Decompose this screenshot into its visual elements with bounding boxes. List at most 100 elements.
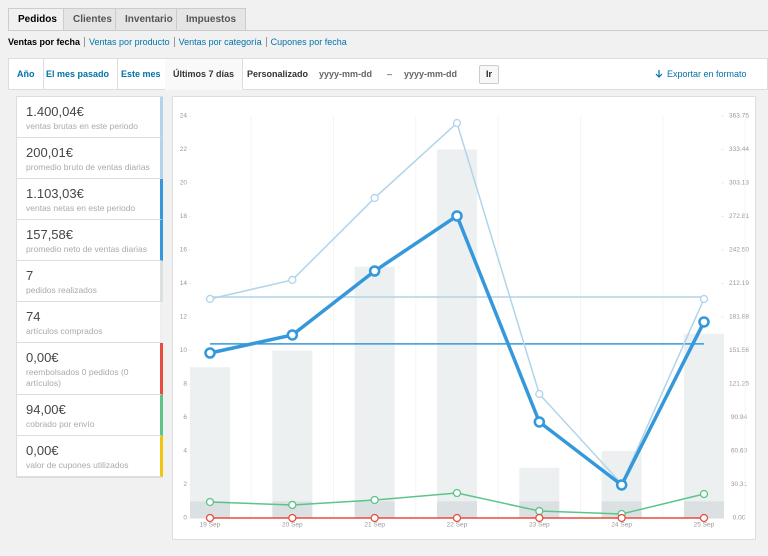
- summary-value: 157,58€: [26, 227, 73, 242]
- point: [452, 513, 462, 523]
- bar: [272, 350, 313, 518]
- point: [288, 513, 297, 523]
- summary-label: artículos comprados: [26, 326, 103, 336]
- y2-tick-label: 363.75: [729, 113, 749, 120]
- point: [533, 416, 546, 428]
- x-tick-label: 25 Sep: [694, 522, 715, 529]
- y2-tick-label: 90.94: [731, 414, 748, 421]
- y-tick-label: 18: [180, 213, 188, 220]
- summary-item: 157,58€ promedio neto de ventas diarias: [17, 220, 163, 261]
- summary-value: 0,00€: [26, 350, 59, 365]
- summary-item: 1.400,04€ ventas brutas en este periodo: [17, 97, 163, 138]
- summary-value: 0,00€: [26, 443, 59, 458]
- y-tick-label: 8: [183, 381, 187, 388]
- range-link[interactable]: Este mes: [113, 59, 170, 89]
- summary-label: ventas brutas en este periodo: [26, 121, 138, 131]
- summary-label: pedidos realizados: [26, 285, 97, 295]
- x-tick-label: 23 Sep: [529, 522, 550, 529]
- x-tick-label: 20 Sep: [282, 522, 303, 529]
- x-tick-label: 21 Sep: [364, 522, 385, 529]
- bar: [272, 501, 313, 518]
- summary-item: 94,00€ cobrado por envío: [17, 395, 163, 436]
- tab[interactable]: Inventario: [115, 8, 183, 31]
- summary-list: 1.400,04€ ventas brutas en este periodo 20…: [16, 96, 163, 478]
- point: [535, 389, 544, 399]
- summary-item: 74 artículos comprados: [17, 302, 163, 343]
- y2-tick-label: 0.00: [733, 515, 746, 522]
- point: [699, 294, 709, 304]
- point: [205, 513, 215, 523]
- point: [699, 513, 709, 523]
- summary-value: 200,01€: [26, 145, 73, 160]
- subnav-link[interactable]: Cupones por fecha: [265, 37, 351, 47]
- y2-tick-label: 212.19: [729, 280, 749, 287]
- go-button[interactable]: Ir: [479, 65, 499, 84]
- bar: [683, 333, 724, 518]
- subnav-link[interactable]: Ventas por categoría: [173, 37, 266, 47]
- date-input[interactable]: yyyy-mm-dd: [404, 69, 458, 79]
- point: [615, 479, 628, 491]
- chart-box: 0 2 4 6 8 10 12 14 16 18 20 22 24 0.00 30.31 60.63 90.94…: [172, 96, 756, 540]
- date-input[interactable]: yyyy-mm-dd: [319, 69, 373, 79]
- point: [617, 513, 626, 523]
- y-tick-label: 10: [180, 347, 188, 354]
- y2-tick-label: 121.25: [729, 381, 749, 388]
- point: [370, 495, 379, 505]
- point: [204, 347, 216, 359]
- tab[interactable]: Impuestos: [176, 8, 247, 31]
- bar: [436, 501, 477, 518]
- subnav: Ventas por fecha Ventas por producto Ven…: [8, 37, 351, 47]
- summary-value: 1.400,04€: [26, 104, 84, 119]
- tab[interactable]: Pedidos: [8, 8, 67, 31]
- point: [370, 513, 379, 523]
- point: [286, 329, 299, 341]
- bar: [436, 149, 477, 518]
- y-tick-label: 16: [180, 247, 188, 254]
- subnav-link[interactable]: Ventas por fecha: [8, 37, 81, 47]
- subnav-link[interactable]: Ventas por producto: [84, 37, 174, 47]
- summary-label: promedio neto de ventas diarias: [26, 244, 147, 254]
- summary-label: promedio bruto de ventas diarias: [26, 162, 150, 172]
- range-link[interactable]: Últimos 7 días: [165, 59, 244, 90]
- summary-label: ventas netas en este periodo: [26, 203, 136, 213]
- y-tick-label: 20: [180, 180, 188, 187]
- range-link[interactable]: El mes pasado: [38, 59, 119, 89]
- point: [205, 497, 215, 507]
- point: [535, 513, 544, 523]
- y2-tick-label: 151.56: [729, 347, 749, 354]
- tab-line: [8, 30, 768, 31]
- y2-tick-label: 272.81: [729, 213, 749, 220]
- y2-tick-label: 333.44: [729, 146, 749, 153]
- point: [205, 294, 215, 304]
- point: [451, 210, 463, 222]
- y2-tick-label: 303.13: [729, 180, 749, 187]
- chart: 0246810121416182022240.0030.3160.6390.94…: [180, 113, 750, 529]
- summary-item: 200,01€ promedio bruto de ventas diarias: [17, 138, 163, 179]
- y-tick-label: 24: [180, 113, 188, 120]
- point: [288, 500, 297, 510]
- range-bar: Año El mes pasado Este mes Últimos 7 día…: [8, 58, 768, 109]
- summary-value: 74: [26, 309, 41, 324]
- y-tick-label: 6: [183, 414, 187, 421]
- y2-tick-label: 242.50: [729, 247, 749, 254]
- date-separator: –: [387, 69, 393, 79]
- summary-item: 7 pedidos realizados: [17, 261, 163, 302]
- download-icon: [655, 70, 663, 78]
- summary-label: cobrado por envío: [26, 419, 95, 429]
- summary-label: reembolsados 0 pedidos (0 artículos): [26, 367, 129, 388]
- y2-tick-label: 60.63: [731, 448, 748, 455]
- y-tick-label: 12: [180, 314, 188, 321]
- bar: [190, 501, 230, 518]
- x-tick-label: 22 Sep: [447, 522, 468, 529]
- point: [535, 506, 544, 516]
- y-tick-label: 4: [183, 448, 187, 455]
- range-link[interactable]: Año: [9, 59, 44, 89]
- point: [370, 193, 379, 203]
- tab[interactable]: Clientes: [63, 8, 122, 31]
- y-tick-label: 0: [183, 515, 187, 522]
- summary-item: 1.103,03€ ventas netas en este periodo: [17, 179, 163, 220]
- point: [699, 489, 709, 499]
- bar: [354, 266, 395, 518]
- point: [368, 265, 381, 277]
